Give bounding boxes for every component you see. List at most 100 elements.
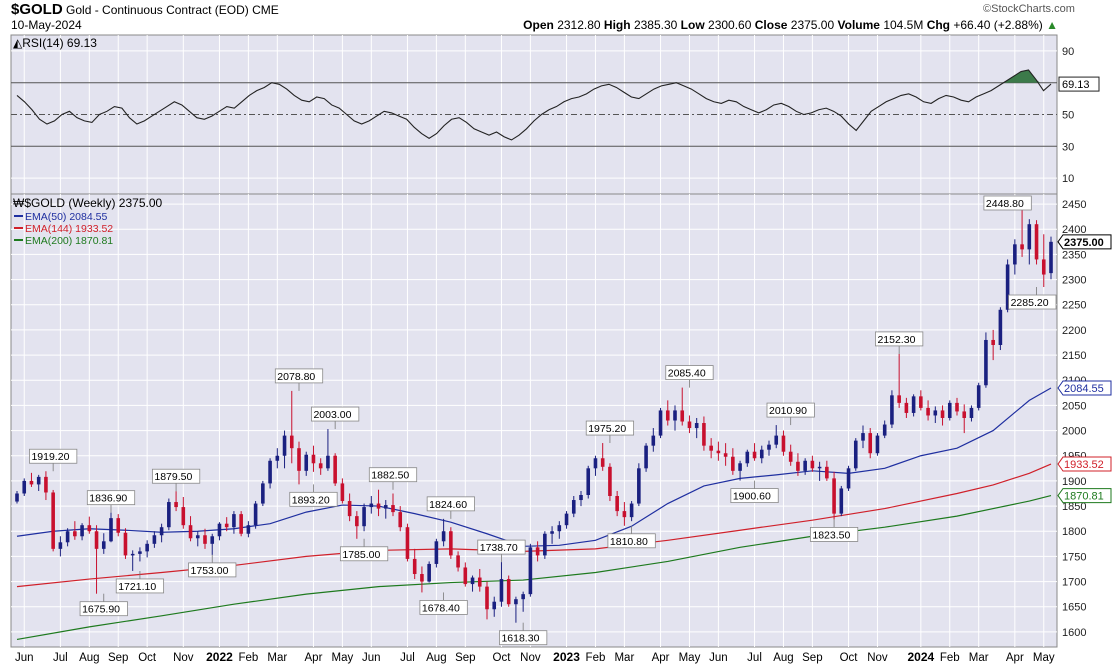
candle-body xyxy=(456,555,460,568)
candle xyxy=(774,425,779,449)
candle xyxy=(825,460,829,481)
candle xyxy=(195,531,200,547)
candle-body xyxy=(600,458,605,467)
candle xyxy=(832,471,836,520)
callout-box xyxy=(607,533,656,549)
candle-body xyxy=(1005,264,1010,310)
callout-label: 1678.40 xyxy=(422,602,460,614)
candle-body xyxy=(622,511,627,518)
candle-body xyxy=(861,433,865,441)
rsi-last-value-box xyxy=(1058,76,1100,92)
candle xyxy=(499,562,504,607)
candle xyxy=(362,503,366,532)
candle-body xyxy=(738,463,742,471)
high-label: High xyxy=(603,18,631,32)
x-tick-label: Oct xyxy=(840,652,859,664)
value-tag-box xyxy=(1057,488,1112,504)
candle-body xyxy=(36,476,41,485)
rsi-legend: ◭RSI(14) 69.13 xyxy=(13,36,97,50)
x-tick-label: Sep xyxy=(455,652,475,664)
rsi-line xyxy=(16,69,1052,141)
candle-body xyxy=(116,518,121,533)
price-callout: 1753.00 xyxy=(188,554,237,578)
candle-body xyxy=(253,503,258,526)
candle-body xyxy=(282,435,287,456)
candle xyxy=(608,463,612,502)
candle xyxy=(275,448,280,469)
candle-body xyxy=(673,410,677,421)
value-tag-box xyxy=(1057,380,1112,396)
candle xyxy=(984,332,988,388)
rsi-last-value: 69.13 xyxy=(1062,79,1090,91)
ema-legend-label: EMA(200) 1870.81 xyxy=(25,235,113,247)
candle-body xyxy=(774,435,779,445)
candle xyxy=(36,474,41,491)
candle-body xyxy=(123,532,128,556)
candle-body xyxy=(564,513,569,526)
x-tick-label: Mar xyxy=(267,652,287,664)
candle xyxy=(919,390,923,411)
price-callout: 1893.20 xyxy=(289,484,338,507)
candle-body xyxy=(528,547,533,595)
candle-body xyxy=(318,463,323,469)
candle xyxy=(969,405,974,422)
x-tick-label: Nov xyxy=(867,652,888,664)
candle-body xyxy=(355,516,359,527)
candle-body xyxy=(825,466,829,479)
candle-body xyxy=(644,445,648,469)
close-label: Close xyxy=(754,18,788,32)
candle-body xyxy=(477,577,482,587)
candle xyxy=(65,528,70,547)
low-label: Low xyxy=(680,18,705,32)
callout-box xyxy=(665,365,714,380)
callout-box xyxy=(311,406,360,422)
x-axis: Jun Jul Aug Sep Oct Nov 2022 Feb Mar Apr May Jun Jul… xyxy=(15,650,1055,664)
x-tick-label: 2024 xyxy=(907,650,934,664)
candle-body xyxy=(174,502,178,508)
price-callout: 2448.80 xyxy=(983,195,1032,211)
candle xyxy=(463,562,468,587)
candle-body xyxy=(29,480,34,485)
candle-body xyxy=(680,410,685,422)
candle xyxy=(470,575,475,592)
price-tick-label: 2400 xyxy=(1062,224,1086,236)
price-callout: 1900.60 xyxy=(730,480,779,503)
callout-label: 1900.60 xyxy=(733,491,771,503)
candle-body xyxy=(1041,259,1046,275)
candle xyxy=(203,528,207,549)
candle-body xyxy=(788,451,793,462)
candle-body xyxy=(383,505,388,509)
candle-body xyxy=(463,567,468,585)
candle-body xyxy=(246,525,251,534)
candle-body xyxy=(289,435,294,449)
callout-box xyxy=(426,496,475,512)
price-tick-label: 1800 xyxy=(1062,526,1086,538)
candle xyxy=(246,521,251,538)
candle xyxy=(810,455,815,472)
callout-label: 2078.80 xyxy=(277,371,315,383)
candle-body xyxy=(434,541,439,564)
candle xyxy=(434,538,439,568)
candle xyxy=(637,463,641,507)
candle xyxy=(998,307,1003,351)
candle-body xyxy=(911,396,916,413)
candle-body xyxy=(51,492,55,549)
candle-body xyxy=(868,433,873,454)
candle xyxy=(456,551,460,572)
candle xyxy=(615,490,619,517)
candle xyxy=(289,390,294,464)
callout-box xyxy=(419,600,468,615)
candle-body xyxy=(391,505,395,513)
callout-label: 1882.50 xyxy=(371,470,409,482)
candle-body xyxy=(817,466,822,469)
price-callout: 1618.30 xyxy=(499,622,548,646)
price-callout: 1824.60 xyxy=(426,496,475,519)
candle-body xyxy=(846,468,851,489)
price-callout: 1738.70 xyxy=(477,539,526,563)
callout-box xyxy=(499,630,548,646)
callout-label: 1879.50 xyxy=(154,471,192,483)
symbol-description: Gold - Continuous Contract (EOD) xyxy=(66,3,249,17)
candle xyxy=(839,485,844,517)
price-panel-bg xyxy=(10,193,1058,648)
